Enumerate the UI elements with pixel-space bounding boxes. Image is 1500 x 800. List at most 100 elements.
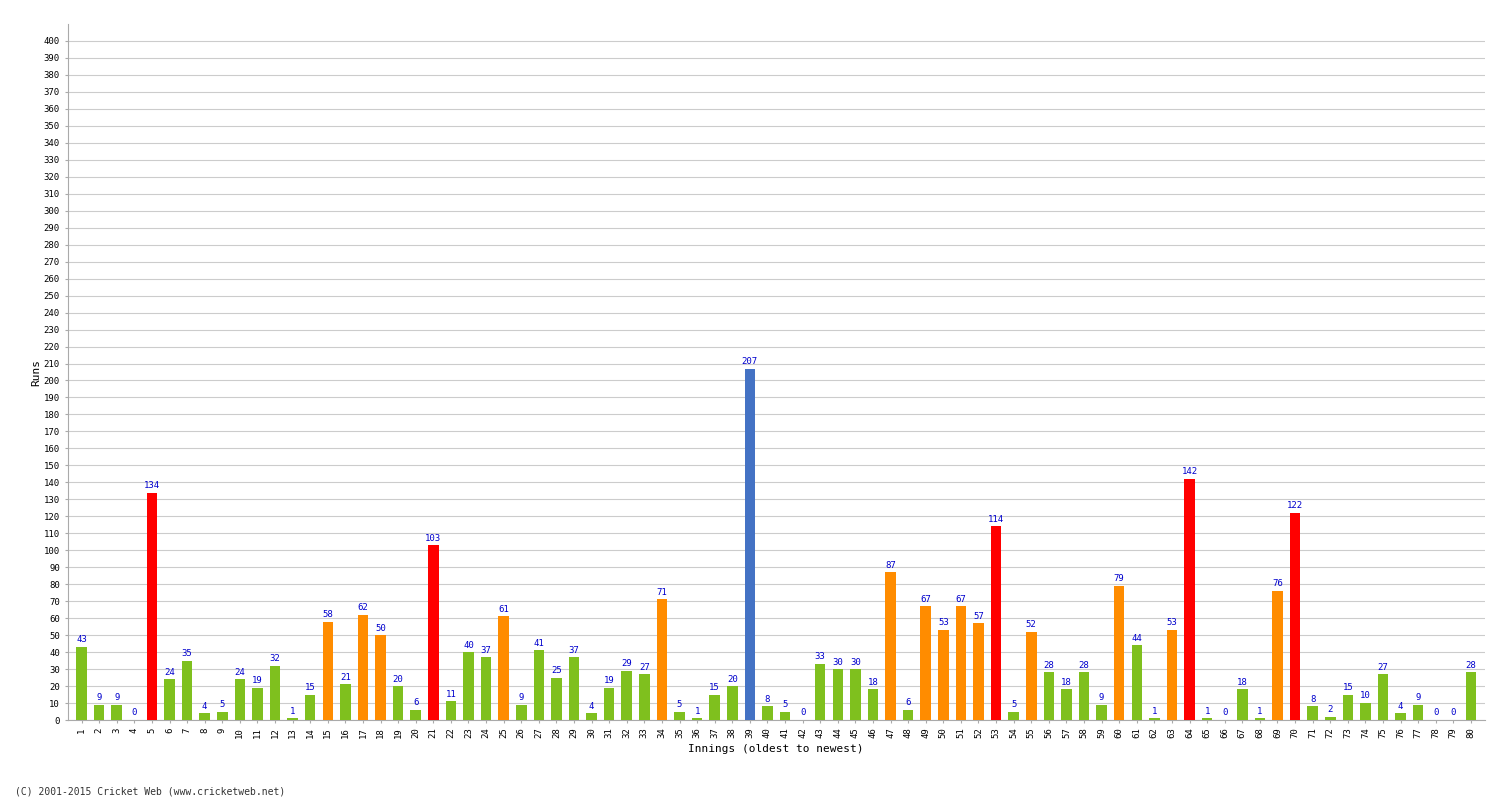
Bar: [1254, 718, 1264, 720]
Bar: [1008, 711, 1019, 720]
Text: 33: 33: [815, 653, 825, 662]
Text: 53: 53: [1167, 618, 1178, 627]
Bar: [1167, 630, 1178, 720]
Bar: [956, 606, 966, 720]
Text: 19: 19: [604, 676, 615, 685]
Bar: [550, 678, 561, 720]
Bar: [1466, 673, 1476, 720]
Bar: [270, 666, 280, 720]
Y-axis label: Runs: Runs: [32, 358, 40, 386]
Bar: [411, 710, 422, 720]
Bar: [200, 714, 210, 720]
Text: 1: 1: [290, 706, 296, 716]
Bar: [427, 545, 438, 720]
Text: 79: 79: [1114, 574, 1125, 583]
Bar: [903, 710, 914, 720]
Bar: [744, 369, 754, 720]
Bar: [1360, 703, 1371, 720]
Text: 43: 43: [76, 635, 87, 645]
Bar: [1324, 717, 1335, 720]
Bar: [568, 657, 579, 720]
Text: 15: 15: [304, 683, 315, 692]
Bar: [288, 718, 298, 720]
Text: 0: 0: [800, 709, 806, 718]
Text: 122: 122: [1287, 502, 1304, 510]
Bar: [992, 526, 1002, 720]
Bar: [974, 623, 984, 720]
Bar: [867, 690, 879, 720]
Bar: [938, 630, 948, 720]
Text: 6: 6: [906, 698, 910, 707]
Text: 1: 1: [1257, 706, 1263, 716]
Bar: [111, 705, 122, 720]
Bar: [762, 706, 772, 720]
Bar: [1131, 646, 1142, 720]
Text: 30: 30: [850, 658, 861, 666]
Text: 18: 18: [1238, 678, 1248, 687]
Text: 67: 67: [921, 594, 932, 604]
Text: 142: 142: [1182, 467, 1197, 477]
Bar: [780, 711, 790, 720]
Text: 67: 67: [956, 594, 966, 604]
Text: 0: 0: [1432, 709, 1438, 718]
Text: 28: 28: [1044, 661, 1054, 670]
Text: 5: 5: [676, 700, 682, 709]
Bar: [921, 606, 932, 720]
Text: 27: 27: [639, 662, 650, 672]
Text: 41: 41: [534, 639, 544, 648]
Bar: [375, 635, 386, 720]
Text: 37: 37: [480, 646, 492, 654]
Bar: [76, 647, 87, 720]
Text: 28: 28: [1466, 661, 1476, 670]
Bar: [657, 599, 668, 720]
Text: 4: 4: [202, 702, 207, 710]
Text: 30: 30: [833, 658, 843, 666]
Bar: [252, 688, 262, 720]
Bar: [833, 669, 843, 720]
Bar: [1114, 586, 1125, 720]
Bar: [1395, 714, 1406, 720]
Text: 53: 53: [938, 618, 948, 627]
Text: 4: 4: [590, 702, 594, 710]
Bar: [1044, 673, 1054, 720]
Text: 35: 35: [182, 649, 192, 658]
Text: 1: 1: [694, 706, 700, 716]
Text: 24: 24: [234, 668, 244, 677]
Text: 62: 62: [357, 603, 369, 612]
Bar: [94, 705, 105, 720]
Bar: [621, 670, 632, 720]
Text: 0: 0: [1222, 709, 1227, 718]
Text: 8: 8: [1310, 695, 1316, 704]
Bar: [1238, 690, 1248, 720]
Bar: [534, 650, 544, 720]
Bar: [728, 686, 738, 720]
Text: 25: 25: [550, 666, 562, 675]
Text: 57: 57: [974, 612, 984, 621]
Bar: [1202, 718, 1212, 720]
Text: 114: 114: [988, 515, 1004, 524]
Bar: [234, 679, 244, 720]
Bar: [1149, 718, 1160, 720]
Text: 2: 2: [1328, 705, 1334, 714]
Bar: [639, 674, 650, 720]
Text: 61: 61: [498, 605, 508, 614]
Bar: [1026, 632, 1036, 720]
Text: 6: 6: [413, 698, 419, 707]
Bar: [815, 664, 825, 720]
Text: 9: 9: [1100, 693, 1104, 702]
Text: 19: 19: [252, 676, 262, 685]
Text: 15: 15: [710, 683, 720, 692]
Bar: [710, 694, 720, 720]
Text: 20: 20: [728, 674, 738, 683]
Text: 29: 29: [621, 659, 632, 668]
Text: 27: 27: [1377, 662, 1389, 672]
Bar: [692, 718, 702, 720]
Bar: [340, 684, 351, 720]
Text: 103: 103: [424, 534, 441, 542]
Text: 1: 1: [1204, 706, 1210, 716]
Bar: [464, 652, 474, 720]
Text: 8: 8: [765, 695, 770, 704]
Bar: [1185, 479, 1196, 720]
Text: 87: 87: [885, 561, 896, 570]
Text: 15: 15: [1342, 683, 1353, 692]
